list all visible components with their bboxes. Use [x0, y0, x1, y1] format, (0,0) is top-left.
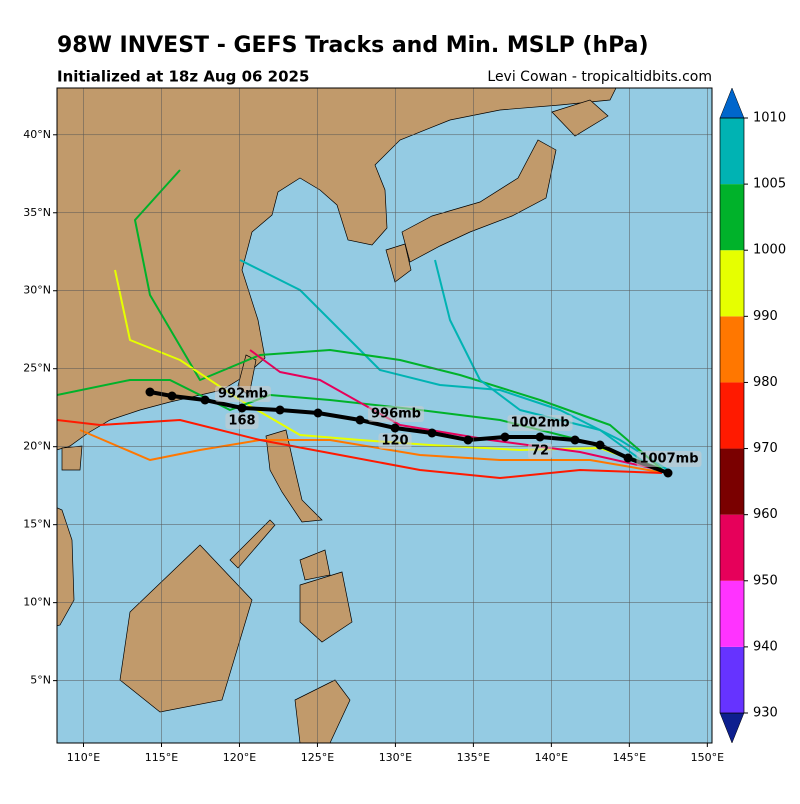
- x-tick-label: 115°E: [145, 751, 178, 764]
- land: [551, 99, 609, 137]
- x-tick-label: 140°E: [535, 751, 568, 764]
- y-tick-label: 5°N: [30, 674, 51, 687]
- track-point: [500, 432, 510, 442]
- colorbar-tick-label: 990: [753, 309, 778, 324]
- colorbar-segment: [720, 382, 744, 449]
- track-point: [535, 432, 545, 442]
- colorbar-segment: [720, 646, 744, 713]
- x-tick-label: 145°E: [613, 751, 646, 764]
- land: [57, 88, 617, 451]
- track: [434, 259, 656, 471]
- label-halo: [378, 433, 412, 449]
- mean-track: [149, 390, 669, 475]
- credit: Levi Cowan - tropicaltidbits.com: [487, 69, 712, 85]
- colorbar-extension: [719, 712, 745, 744]
- track: [79, 429, 661, 473]
- colorbar-tick-label: 930: [753, 706, 778, 721]
- track-point: [355, 415, 365, 425]
- mean-track-label: 996mb: [371, 407, 421, 422]
- track-point: [463, 435, 473, 445]
- mean-track-label: 992mb: [218, 387, 268, 402]
- y-tick-label: 15°N: [23, 518, 51, 531]
- land: [294, 679, 351, 743]
- track-point: [237, 403, 247, 413]
- x-tick-label: 120°E: [223, 751, 256, 764]
- land: [299, 549, 331, 581]
- colorbar: 930 940 950 960 970 980 990 1000 1005 1010: [719, 87, 786, 744]
- colorbar-segment: [720, 514, 744, 581]
- y-tick-label: 25°N: [23, 362, 51, 375]
- mean-track-labels: 1007mb 72 1002mb 120 996mb 168 992mb: [145, 386, 702, 478]
- subtitle: Initialized at 18z Aug 06 2025: [57, 68, 309, 86]
- land: [57, 507, 75, 627]
- label-halo: [636, 451, 702, 467]
- mean-track-label: 72: [531, 444, 549, 459]
- label-halo: [215, 386, 271, 402]
- label-halo: [507, 415, 573, 431]
- track-point: [145, 387, 155, 397]
- land: [229, 519, 276, 569]
- track: [57, 419, 663, 479]
- colorbar-tick-label: 960: [753, 507, 778, 522]
- track-point: [313, 408, 323, 418]
- land: [265, 429, 323, 523]
- colorbar-segment: [720, 580, 744, 647]
- x-tick-label: 125°E: [301, 751, 334, 764]
- label-halo: [225, 413, 259, 429]
- colorbar-tick-label: 940: [753, 639, 778, 654]
- y-tick-label: 10°N: [23, 596, 51, 609]
- colorbar-frame: [719, 117, 745, 714]
- land: [299, 571, 353, 643]
- track-point: [623, 453, 633, 463]
- mean-track-label: 1002mb: [510, 416, 569, 431]
- track: [134, 169, 666, 473]
- track-point: [427, 428, 437, 438]
- track-point: [663, 468, 673, 478]
- label-halo: [368, 406, 424, 422]
- y-tick-label: 20°N: [23, 440, 51, 453]
- colorbar-tick-label: 980: [753, 375, 778, 390]
- x-tick-label: 135°E: [457, 751, 490, 764]
- colorbar-tick-label: 970: [753, 441, 778, 456]
- mean-track-label: 1007mb: [639, 452, 698, 467]
- land: [385, 243, 412, 283]
- label-halo: [527, 443, 553, 459]
- land: [119, 544, 253, 713]
- y-tick-label: 35°N: [23, 206, 51, 219]
- colorbar-tick-label: 950: [753, 573, 778, 588]
- x-tick-label: 130°E: [379, 751, 412, 764]
- colorbar-segment: [720, 184, 744, 251]
- colorbar-tick-label: 1005: [753, 177, 786, 192]
- colorbar-extension: [719, 87, 745, 119]
- mean-track-label: 120: [381, 434, 408, 449]
- y-tick-label: 40°N: [23, 128, 51, 141]
- land: [401, 139, 557, 263]
- track-point: [595, 440, 605, 450]
- track: [249, 349, 661, 471]
- title: 98W INVEST - GEFS Tracks and Min. MSLP (…: [57, 33, 649, 58]
- y-tick-label: 30°N: [23, 284, 51, 297]
- x-tick-label: 150°E: [691, 751, 724, 764]
- track-point: [390, 423, 400, 433]
- colorbar-segment: [720, 316, 744, 383]
- x-tick-label: 110°E: [67, 751, 100, 764]
- map-frame: [56, 87, 713, 744]
- colorbar-segment: [720, 118, 744, 185]
- colorbar-segment: [720, 250, 744, 317]
- colorbar-tick-label: 1010: [753, 111, 786, 126]
- mean-track-label: 168: [228, 414, 255, 429]
- map: 1007mb 72 1002mb 120 996mb 168 992mb: [57, 88, 712, 743]
- colorbar-segment: [720, 448, 744, 515]
- track-point: [200, 395, 210, 405]
- track-point: [570, 435, 580, 445]
- land: [61, 445, 83, 471]
- track-point: [167, 391, 177, 401]
- colorbar-tick-label: 1000: [753, 243, 786, 258]
- track-point: [275, 405, 285, 415]
